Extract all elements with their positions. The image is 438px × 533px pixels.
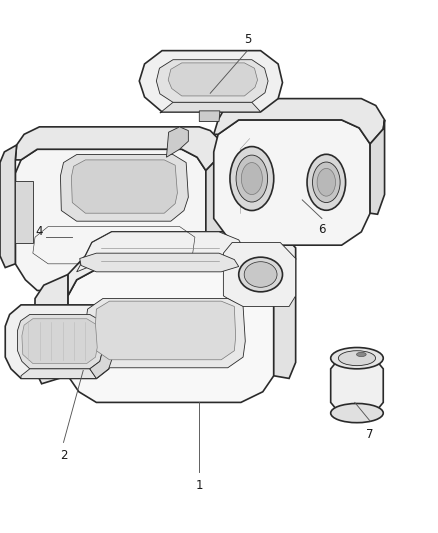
Polygon shape: [214, 99, 385, 144]
Ellipse shape: [244, 262, 277, 287]
Ellipse shape: [307, 155, 346, 211]
Polygon shape: [199, 144, 223, 277]
Text: 5: 5: [244, 34, 251, 46]
Text: 2: 2: [60, 449, 67, 462]
Text: 1: 1: [195, 479, 203, 491]
Polygon shape: [22, 319, 97, 364]
Ellipse shape: [241, 163, 262, 195]
Polygon shape: [80, 253, 239, 272]
Text: 4: 4: [35, 225, 43, 238]
Polygon shape: [5, 305, 113, 378]
Polygon shape: [18, 314, 102, 369]
Ellipse shape: [331, 403, 383, 423]
Polygon shape: [15, 149, 206, 290]
Ellipse shape: [230, 147, 274, 211]
Polygon shape: [199, 111, 220, 122]
Polygon shape: [0, 145, 17, 268]
Ellipse shape: [357, 352, 366, 357]
Ellipse shape: [317, 168, 336, 196]
Polygon shape: [15, 181, 33, 243]
Polygon shape: [77, 232, 245, 272]
Ellipse shape: [338, 351, 375, 366]
Polygon shape: [139, 51, 283, 112]
Polygon shape: [160, 102, 261, 113]
Polygon shape: [168, 63, 258, 96]
Text: 7: 7: [366, 428, 374, 441]
Polygon shape: [60, 155, 188, 221]
Polygon shape: [90, 351, 113, 378]
Text: 6: 6: [318, 223, 326, 236]
Polygon shape: [370, 120, 385, 214]
Ellipse shape: [236, 155, 268, 202]
Ellipse shape: [312, 162, 340, 203]
Polygon shape: [85, 298, 245, 368]
Polygon shape: [331, 358, 383, 413]
Polygon shape: [71, 160, 177, 213]
Polygon shape: [15, 127, 223, 171]
Polygon shape: [68, 269, 274, 402]
Ellipse shape: [239, 257, 283, 292]
Polygon shape: [21, 369, 96, 378]
Polygon shape: [34, 274, 68, 384]
Polygon shape: [166, 127, 188, 157]
Polygon shape: [274, 259, 296, 378]
Polygon shape: [68, 232, 296, 296]
Polygon shape: [214, 120, 370, 245]
Ellipse shape: [331, 348, 383, 369]
Polygon shape: [156, 60, 268, 102]
Polygon shape: [223, 243, 296, 306]
Polygon shape: [95, 301, 236, 360]
